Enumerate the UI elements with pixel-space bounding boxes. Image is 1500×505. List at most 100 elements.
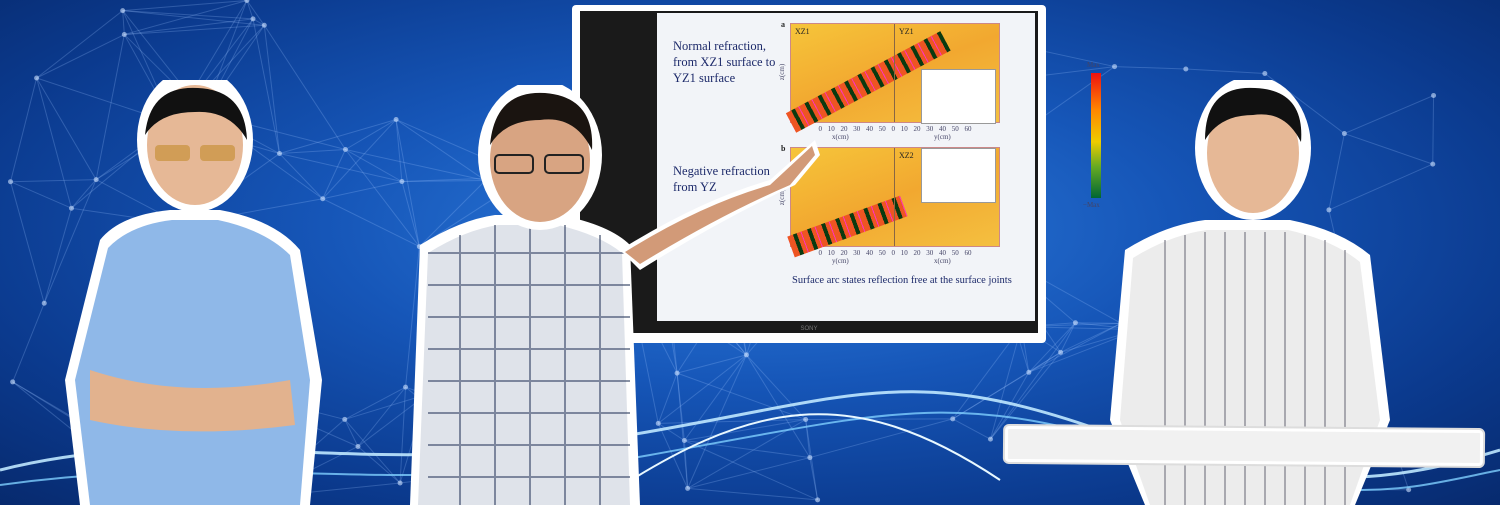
network-line bbox=[395, 119, 420, 247]
slide-heading-b: Negative refraction from YZ bbox=[673, 164, 770, 194]
network-node bbox=[1058, 349, 1064, 355]
network-node bbox=[1406, 487, 1412, 493]
network-node bbox=[68, 205, 74, 211]
network-line bbox=[395, 119, 403, 182]
slide-heading-a: Normal refraction, from XZ1 surface to Y… bbox=[673, 39, 776, 85]
network-node bbox=[1112, 64, 1118, 70]
network-line bbox=[246, 0, 254, 20]
network-line bbox=[345, 149, 486, 182]
network-line bbox=[10, 179, 97, 183]
network-line bbox=[1060, 322, 1076, 353]
network-line bbox=[990, 326, 1022, 440]
network-node bbox=[681, 438, 687, 444]
network-line bbox=[676, 372, 806, 420]
network-line bbox=[246, 0, 265, 26]
network-line bbox=[805, 418, 953, 421]
network-line bbox=[279, 119, 397, 155]
network-node bbox=[41, 300, 47, 306]
network-line bbox=[401, 180, 486, 183]
network-node bbox=[397, 480, 403, 486]
network-line bbox=[263, 25, 346, 150]
network-line bbox=[684, 440, 810, 459]
network-line bbox=[124, 24, 265, 36]
network-line bbox=[657, 372, 678, 424]
network-line bbox=[252, 18, 280, 154]
network-line bbox=[687, 457, 810, 489]
network-node bbox=[399, 179, 405, 185]
network-node bbox=[250, 16, 256, 22]
network-node bbox=[93, 177, 99, 183]
network-line bbox=[658, 419, 806, 424]
network-node bbox=[10, 379, 16, 385]
x-axis-label-left: y(cm) bbox=[832, 257, 849, 265]
network-line bbox=[1114, 66, 1186, 70]
network-line bbox=[399, 387, 407, 484]
network-line bbox=[344, 386, 406, 420]
network-line bbox=[122, 10, 265, 26]
network-line bbox=[746, 354, 807, 420]
network-line bbox=[43, 179, 97, 304]
network-node bbox=[244, 0, 250, 3]
network-node bbox=[1072, 320, 1078, 326]
network-line bbox=[344, 419, 401, 484]
network-node bbox=[121, 32, 127, 38]
network-line bbox=[10, 77, 38, 182]
person-center-presenter bbox=[410, 85, 640, 505]
field-plot-a: a XZ1 YZ1 bbox=[781, 20, 1000, 133]
monitor: Normal refraction, from XZ1 surface to Y… bbox=[572, 5, 1101, 343]
network-line bbox=[687, 487, 818, 501]
network-line bbox=[676, 373, 689, 489]
network-line bbox=[683, 354, 747, 441]
x-tick-labels: 0 10 20 30 40 50 0 10 20 30 40 50 60 bbox=[818, 125, 972, 133]
network-line bbox=[279, 153, 403, 182]
region-label: XZ1 bbox=[795, 27, 810, 36]
network-line bbox=[322, 198, 420, 248]
network-node bbox=[950, 416, 956, 422]
network-line bbox=[1028, 351, 1061, 373]
network-node bbox=[261, 22, 267, 28]
network-line bbox=[1344, 95, 1434, 135]
x-axis-label-right: y(cm) bbox=[934, 133, 951, 141]
colorbar bbox=[1091, 73, 1101, 198]
network-node bbox=[1430, 161, 1436, 167]
network-node bbox=[674, 370, 680, 376]
network-line bbox=[952, 351, 1061, 420]
panel-label: a bbox=[781, 20, 785, 29]
colorbar-max-label: Max bbox=[1087, 61, 1100, 69]
pointing-arm bbox=[620, 140, 820, 270]
network-line bbox=[122, 10, 254, 20]
network-node bbox=[355, 443, 361, 449]
network-line bbox=[43, 208, 72, 304]
network-node bbox=[277, 151, 283, 157]
network-node bbox=[8, 179, 14, 185]
network-line bbox=[71, 179, 97, 209]
network-node bbox=[807, 455, 813, 461]
slide-caption: Surface arc states reflection free at th… bbox=[792, 275, 1012, 286]
network-line bbox=[1028, 322, 1076, 373]
network-line bbox=[990, 322, 1076, 440]
network-line bbox=[95, 34, 125, 180]
network-node bbox=[393, 117, 399, 123]
network-line bbox=[345, 119, 397, 150]
presentation-slide: Normal refraction, from XZ1 surface to Y… bbox=[657, 13, 1101, 321]
network-node bbox=[1183, 66, 1189, 72]
network-node bbox=[685, 485, 691, 491]
network-node bbox=[803, 417, 809, 423]
network-line bbox=[1344, 133, 1433, 165]
network-line bbox=[676, 354, 747, 374]
x-axis-label-left: x(cm) bbox=[832, 133, 849, 141]
x-axis-label-right: x(cm) bbox=[934, 257, 951, 265]
network-line bbox=[279, 149, 346, 155]
network-line bbox=[990, 372, 1030, 440]
network-line bbox=[687, 354, 747, 489]
network-line bbox=[322, 149, 346, 199]
network-node bbox=[1262, 71, 1268, 77]
network-node bbox=[342, 416, 348, 422]
network-line bbox=[676, 373, 685, 441]
monitor-screen: Normal refraction, from XZ1 surface to Y… bbox=[580, 11, 1101, 333]
network-line bbox=[36, 77, 97, 180]
network-line bbox=[357, 386, 406, 447]
network-line bbox=[322, 181, 403, 200]
network-node bbox=[743, 352, 749, 358]
network-line bbox=[12, 303, 45, 383]
